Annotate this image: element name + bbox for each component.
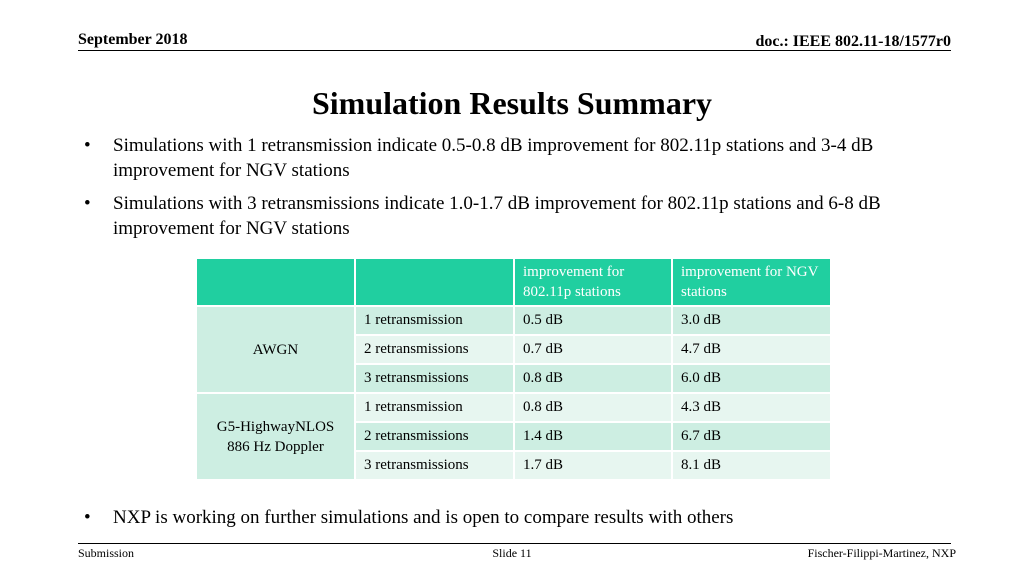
p-improvement-cell: 1.4 dB <box>513 421 673 452</box>
header-doc-id: doc.: IEEE 802.11-18/1577r0 <box>755 33 951 50</box>
channel-label: AWGN <box>252 341 299 358</box>
table-row: 2 retransmissions 1.4 dB 6.7 dB <box>196 421 832 452</box>
table-row: 2 retransmissions 0.7 dB 4.7 dB <box>196 334 832 365</box>
table-row: G5-HighwayNLOS 886 Hz Doppler 1 retransm… <box>195 392 832 481</box>
p-improvement-cell: 0.5 dB <box>513 305 673 336</box>
header-date: September 2018 <box>78 31 188 48</box>
p-improvement-cell: 0.7 dB <box>513 334 673 365</box>
bullet-item-final: • NXP is working on further simulations … <box>84 505 733 530</box>
table-row: AWGN 1 retransmission 0.5 dB 3.0 dB <box>195 305 832 394</box>
p-improvement-cell: 1.7 dB <box>513 450 673 481</box>
ngv-improvement-cell: 4.3 dB <box>671 392 832 423</box>
table-row: 3 retransmissions 0.8 dB 6.0 dB <box>196 363 832 394</box>
ngv-improvement-cell: 6.0 dB <box>671 363 832 394</box>
bullet-marker: • <box>84 193 91 214</box>
retx-cell: 2 retransmissions <box>354 421 515 452</box>
header-cell-retransmissions <box>354 257 515 307</box>
header-cell-80211p: improvement for 802.11p stations <box>513 257 673 307</box>
table-header-row: improvement for 802.11p stations improve… <box>195 257 832 307</box>
ngv-improvement-cell: 6.7 dB <box>671 421 832 452</box>
bullet-item: • Simulations with 3 retransmissions ind… <box>84 191 954 241</box>
bullet-text: Simulations with 1 retransmission indica… <box>113 135 874 181</box>
ngv-improvement-cell: 3.0 dB <box>671 305 832 336</box>
bullet-text: Simulations with 3 retransmissions indic… <box>113 193 881 239</box>
p-improvement-cell: 0.8 dB <box>513 363 673 394</box>
bullet-marker: • <box>84 135 91 156</box>
retx-cell: 3 retransmissions <box>354 363 515 394</box>
table-row: 3 retransmissions 1.7 dB 8.1 dB <box>196 450 832 481</box>
bullet-text: NXP is working on further simulations an… <box>113 507 734 528</box>
footer-divider <box>78 543 951 544</box>
channel-sublabel: 886 Hz Doppler <box>227 438 324 455</box>
p-improvement-cell: 0.8 dB <box>513 392 673 423</box>
channel-label: G5-HighwayNLOS <box>216 418 335 435</box>
ngv-improvement-cell: 4.7 dB <box>671 334 832 365</box>
header-cell-ngv: improvement for NGV stations <box>671 257 832 307</box>
ngv-improvement-cell: 8.1 dB <box>671 450 832 481</box>
bullet-marker: • <box>84 507 91 528</box>
bullet-list: • Simulations with 1 retransmission indi… <box>84 133 954 249</box>
channel-cell-awgn: AWGN <box>195 305 356 394</box>
footer-slide-number: Slide 11 <box>492 546 532 560</box>
bullet-item: • Simulations with 1 retransmission indi… <box>84 133 954 183</box>
header-divider <box>78 50 951 51</box>
results-table: improvement for 802.11p stations improve… <box>195 257 832 481</box>
retx-cell: 2 retransmissions <box>354 334 515 365</box>
retx-cell: 1 retransmission <box>354 392 515 423</box>
channel-cell-g5-highway-nlos: G5-HighwayNLOS 886 Hz Doppler <box>195 392 356 481</box>
footer-submission: Submission <box>78 546 135 560</box>
retx-cell: 3 retransmissions <box>354 450 515 481</box>
header-cell-channel <box>195 257 356 307</box>
footer-authors: Fischer-Filippi-Martinez, NXP <box>807 546 956 560</box>
slide-title: Simulation Results Summary <box>311 85 713 121</box>
retx-cell: 1 retransmission <box>354 305 515 336</box>
